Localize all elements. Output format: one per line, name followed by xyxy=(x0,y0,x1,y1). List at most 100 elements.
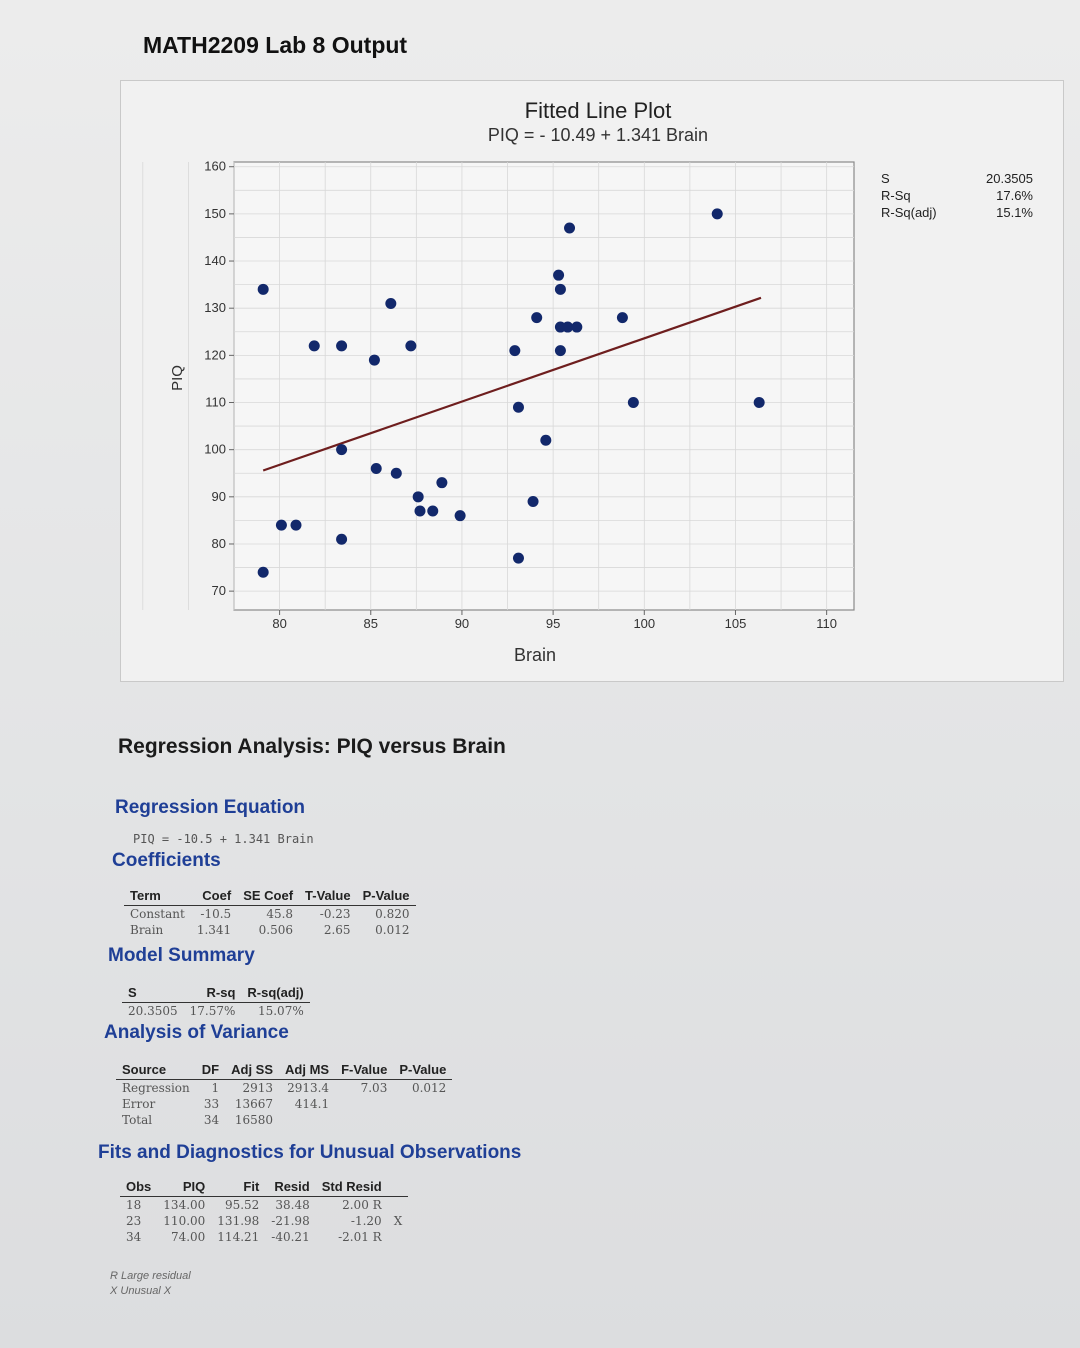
anova-cell: Error xyxy=(122,1097,156,1111)
anova-cell: Total xyxy=(122,1113,153,1127)
coefficients-row: Brain 1.341 0.506 2.65 0.012 xyxy=(124,922,416,938)
unusual-cell: -2.01 R xyxy=(338,1230,382,1244)
data-point xyxy=(512,401,524,413)
data-point xyxy=(553,269,565,281)
y-tick-label: 70 xyxy=(212,583,226,598)
anova-cell: 2913.4 xyxy=(287,1081,330,1095)
plot-area xyxy=(233,161,855,611)
model-summary-heading: Model Summary xyxy=(108,945,255,966)
anova-column-header: P-Value xyxy=(393,1060,453,1080)
unusual-cell xyxy=(388,1229,409,1245)
coefficients-column-header: T-Value xyxy=(299,886,357,906)
x-tick-label: 105 xyxy=(725,616,747,631)
stats-value: 17.6% xyxy=(996,188,1033,203)
regression-equation-heading: Regression Equation xyxy=(115,797,306,818)
x-tick-label: 110 xyxy=(816,616,837,631)
anova-header-row: Source DF Adj SS Adj MS F-Value P-Value xyxy=(116,1060,453,1080)
model-summary-header-row: S R-sq R-sq(adj) xyxy=(122,983,310,1003)
unusual-cell: 74.00 xyxy=(170,1230,206,1244)
unusual-cell: 18 xyxy=(126,1198,142,1212)
regression-analysis-title: Regression Analysis: PIQ versus Brain xyxy=(118,735,506,758)
model-summary-cell: 15.07% xyxy=(257,1004,304,1018)
coefficients-column-header: SE Coef xyxy=(237,886,300,906)
unusual-cell: 34 xyxy=(126,1230,142,1244)
anova-cell: 13667 xyxy=(234,1097,274,1111)
anova-cell: 414.1 xyxy=(294,1097,330,1111)
model-summary-table: S R-sq R-sq(adj) 20.3505 17.57% 15.07% xyxy=(122,983,310,1019)
data-point xyxy=(414,505,426,517)
anova-cell xyxy=(393,1112,452,1128)
data-point xyxy=(753,397,765,409)
y-tick-label: 110 xyxy=(205,395,226,410)
anova-column-header: Adj MS xyxy=(279,1060,336,1080)
unusual-column-header: Obs xyxy=(120,1177,158,1197)
unusual-column-header: Std Resid xyxy=(315,1177,388,1197)
coefficients-row: Constant -10.5 45.8 -0.23 0.820 xyxy=(124,906,416,923)
anova-cell: 33 xyxy=(203,1097,220,1111)
anova-heading: Analysis of Variance xyxy=(104,1022,289,1043)
stats-label: R-Sq(adj) xyxy=(881,205,937,220)
regression-equation-text: PIQ = -10.5 + 1.341 Brain xyxy=(133,832,314,846)
unusual-cell: 110.00 xyxy=(163,1214,206,1228)
x-axis-label: Brain xyxy=(514,645,556,665)
y-tick-label: 80 xyxy=(212,536,226,551)
y-tick-label: 100 xyxy=(204,442,226,457)
data-point xyxy=(554,345,566,357)
x-tick-label: 80 xyxy=(272,616,286,631)
unusual-header-row: Obs PIQ Fit Resid Std Resid xyxy=(120,1177,409,1197)
unusual-cell: 38.48 xyxy=(275,1198,310,1212)
unusual-column-header: Fit xyxy=(211,1177,266,1197)
footnote-unusual-x: X Unusual X xyxy=(110,1285,172,1297)
x-tick-label: 90 xyxy=(455,616,469,631)
coefficients-cell: 0.820 xyxy=(375,907,410,921)
data-point xyxy=(275,519,287,531)
data-point xyxy=(436,477,448,489)
anova-cell xyxy=(393,1096,452,1112)
y-tick-label: 90 xyxy=(212,489,226,504)
data-point xyxy=(290,519,302,531)
x-tick-label: 95 xyxy=(546,616,560,631)
model-summary-column-header: R-sq xyxy=(183,983,242,1003)
unusual-observations-table: Obs PIQ Fit Resid Std Resid 18 134.00 95.52 38.4… xyxy=(120,1177,409,1245)
data-point xyxy=(616,312,628,324)
fitted-regression-line xyxy=(262,296,762,472)
stats-label: R-Sq xyxy=(881,188,911,203)
model-summary-column-header: R-sq(adj) xyxy=(241,983,310,1003)
coefficients-cell: 1.341 xyxy=(196,923,232,937)
anova-cell xyxy=(335,1112,393,1128)
fitted-line-plot: 80 85 90 95 100 105 110 70 80 90 100 110 120 130 140 15… xyxy=(142,98,1033,665)
data-point xyxy=(370,463,382,475)
data-point xyxy=(390,467,402,479)
coefficients-header-row: Term Coef SE Coef T-Value P-Value xyxy=(124,886,416,906)
anova-row: Regression 1 2913 2913.4 7.03 0.012 xyxy=(116,1080,452,1097)
coefficients-cell: 0.506 xyxy=(258,923,294,937)
coefficients-heading: Coefficients xyxy=(112,850,221,871)
data-point xyxy=(509,345,521,357)
anova-cell xyxy=(279,1112,335,1128)
data-point xyxy=(336,340,348,352)
model-summary-cell: 20.3505 xyxy=(128,1004,178,1018)
data-point xyxy=(336,533,348,545)
data-point xyxy=(531,312,543,324)
anova-column-header: F-Value xyxy=(335,1060,394,1080)
data-point xyxy=(454,510,466,522)
data-point xyxy=(257,283,269,295)
unusual-cell: 114.21 xyxy=(217,1230,260,1244)
anova-cell: 16580 xyxy=(234,1113,274,1127)
data-point xyxy=(308,340,320,352)
data-point xyxy=(512,552,524,564)
anova-column-header: DF xyxy=(195,1060,226,1080)
data-point xyxy=(564,222,576,234)
coefficients-cell: 0.012 xyxy=(375,923,410,937)
unusual-cell: 23 xyxy=(126,1214,142,1228)
coefficients-cell: 2.65 xyxy=(323,923,351,937)
unusual-column-header xyxy=(387,1177,409,1197)
data-point xyxy=(627,397,639,409)
unusual-column-header: Resid xyxy=(265,1177,316,1197)
coefficients-column-header: Term xyxy=(124,886,191,906)
unusual-cell: 95.52 xyxy=(224,1198,260,1212)
anova-cell xyxy=(335,1096,393,1112)
data-point xyxy=(257,566,269,578)
anova-row: Error 33 13667 414.1 xyxy=(116,1096,452,1112)
y-axis-label: PIQ xyxy=(169,365,186,391)
